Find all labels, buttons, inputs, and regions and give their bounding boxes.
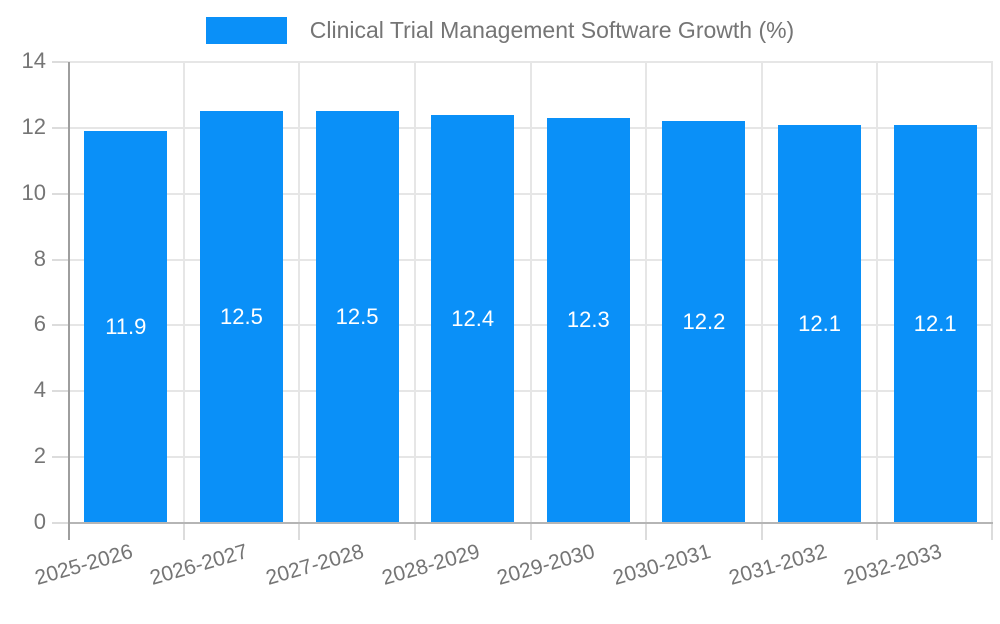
x-axis-tick (991, 523, 993, 540)
bar-2026-2027[interactable]: 12.5 (199, 111, 283, 523)
bar-value-label: 12.2 (682, 309, 726, 335)
bar-value-label: 12.1 (913, 310, 957, 336)
x-axis-tick (760, 523, 763, 540)
bar-value-label: 12.3 (566, 307, 610, 333)
x-gridline (413, 62, 416, 523)
bar-value-label: 12.5 (220, 304, 263, 330)
y-axis-tick-label: 0 (33, 508, 46, 534)
x-axis-tick (182, 523, 185, 540)
y-axis-tick-label: 12 (21, 113, 46, 139)
bar-2031-2032[interactable]: 12.1 (778, 124, 862, 523)
x-gridline (529, 62, 532, 523)
y-axis-tick-label: 6 (33, 311, 46, 337)
y-axis-tick (52, 522, 68, 524)
bar-2027-2028[interactable]: 12.5 (315, 111, 399, 523)
y-axis-tick (52, 390, 68, 393)
y-axis-tick-label: 8 (33, 245, 46, 271)
x-axis-line (68, 522, 993, 524)
bar-2028-2029[interactable]: 12.4 (431, 114, 515, 523)
y-axis-tick-label: 14 (21, 47, 46, 73)
bar-value-label: 12.5 (335, 304, 379, 330)
x-gridline (298, 62, 301, 523)
bar-2030-2031[interactable]: 12.2 (662, 121, 746, 523)
legend: Clinical Trial Management Software Growt… (0, 17, 1000, 44)
x-axis-tick (645, 523, 648, 540)
y-axis-tick (52, 258, 68, 261)
y-axis-tick (52, 192, 68, 195)
x-gridline (645, 62, 648, 523)
y-axis-tick (52, 324, 68, 327)
bar-chart: Clinical Trial Management Software Growt… (0, 17, 1000, 590)
y-axis-tick (52, 456, 68, 459)
y-axis-line (68, 62, 70, 540)
plot-area: 0 2 4 6 8 10 12 14 11.9 12.5 12.5 12.4 12.3 12.2 12.1 1… (22, 48, 993, 590)
bar-2032-2033[interactable]: 12.1 (893, 124, 977, 523)
x-axis-tick (876, 523, 879, 540)
x-gridline (760, 62, 763, 523)
legend-swatch[interactable] (205, 17, 287, 44)
y-axis-tick-label: 4 (33, 377, 46, 403)
x-gridline (182, 62, 185, 523)
x-gridline (876, 62, 879, 523)
y-axis-tick-label: 2 (33, 443, 46, 469)
x-axis-tick (413, 523, 416, 540)
y-axis-tick (52, 61, 68, 63)
bar-value-label: 11.9 (105, 314, 147, 340)
legend-series-label: Clinical Trial Management Software Growt… (309, 17, 795, 43)
bar-2029-2030[interactable]: 12.3 (546, 117, 630, 523)
bar-value-label: 12.1 (798, 310, 841, 336)
bar-2025-2026[interactable]: 11.9 (84, 131, 168, 523)
bar-value-label: 12.4 (451, 305, 495, 331)
y-axis-tick-label: 10 (21, 179, 46, 205)
y-axis-tick (52, 126, 68, 129)
x-gridline (991, 62, 993, 523)
x-axis-tick (529, 523, 532, 540)
x-axis-tick (298, 523, 301, 540)
